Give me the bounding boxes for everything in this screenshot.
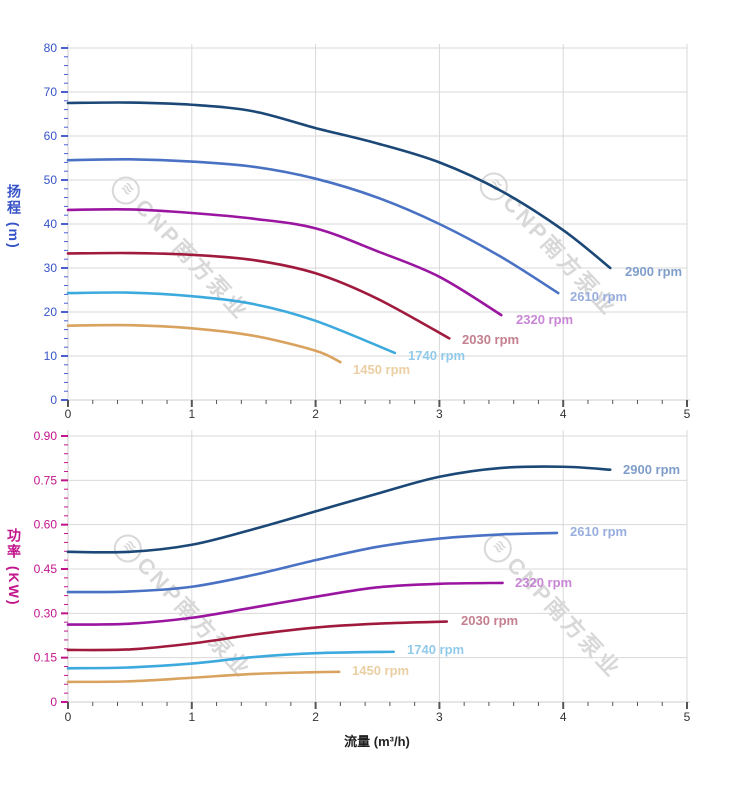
curve-label-2030-rpm: 2030 rpm (462, 332, 519, 347)
curve-label-2320-rpm: 2320 rpm (515, 575, 572, 590)
head-flow-chart: 0 10 20 30 40 50 60 70 80 0 1 2 3 4 5 2900 rpm 2610 rpm 2… (44, 41, 691, 421)
x-tick-label: 5 (684, 710, 691, 724)
curve-label-2610-rpm: 2610 rpm (570, 289, 627, 304)
curve-2320-rpm (66, 581, 504, 626)
y-tick-label: 80 (44, 41, 58, 55)
curve-1740-rpm (66, 291, 397, 355)
curve-label-2030-rpm: 2030 rpm (461, 613, 518, 628)
x-tick-label: 2 (312, 710, 319, 724)
x-tick-label: 2 (312, 407, 319, 421)
curve-2320-rpm (66, 208, 503, 317)
curve-label-2320-rpm: 2320 rpm (516, 312, 573, 327)
y-tick-label: 30 (44, 261, 58, 275)
curve-1740-rpm (66, 650, 395, 670)
y-tick-label: 50 (44, 173, 58, 187)
y-tick-label: 70 (44, 85, 58, 99)
x-tick-label: 0 (65, 407, 72, 421)
curve-label-2610-rpm: 2610 rpm (570, 524, 627, 539)
curve-2030-rpm (66, 620, 449, 652)
y-tick-label: 0 (50, 695, 57, 709)
y-tick-label: 0.15 (34, 651, 58, 665)
curve-2610-rpm (66, 157, 560, 295)
y-tick-label: 40 (44, 217, 58, 231)
y-tick-label: 0.60 (34, 518, 58, 532)
y-tick-label: 10 (44, 349, 58, 363)
head-y-axis-title: 扬程 (m) (6, 184, 22, 250)
y-tick-label: 20 (44, 305, 58, 319)
x-tick-label: 0 (65, 710, 72, 724)
curve-label-1450-rpm: 1450 rpm (352, 663, 409, 678)
y-tick-label: 0 (50, 393, 57, 407)
power-y-axis-title: 功率 (KW) (6, 528, 22, 607)
x-tick-label: 4 (560, 710, 567, 724)
curve-label-1740-rpm: 1740 rpm (408, 348, 465, 363)
x-tick-label: 1 (188, 710, 195, 724)
power-flow-chart: 0 0.15 0.30 0.45 0.60 0.75 0.90 0 1 2 3 4 5 2900 rpm 2… (34, 429, 691, 724)
x-tick-label: 3 (436, 407, 443, 421)
x-tick-label: 5 (684, 407, 691, 421)
x-tick-label: 4 (560, 407, 567, 421)
x-tick-label: 3 (436, 710, 443, 724)
curve-label-1740-rpm: 1740 rpm (407, 642, 464, 657)
y-tick-label: 0.90 (34, 429, 58, 443)
y-tick-label: 0.45 (34, 562, 58, 576)
curve-label-2900-rpm: 2900 rpm (625, 264, 682, 279)
y-tick-label: 0.30 (34, 606, 58, 620)
curve-2610-rpm (66, 531, 559, 594)
curve-1450-rpm (66, 323, 342, 364)
flow-x-axis-title: 流量 (m³/h) (344, 734, 410, 749)
curve-2030-rpm (66, 251, 451, 340)
x-tick-label: 1 (188, 407, 195, 421)
curve-2900-rpm (66, 465, 612, 554)
curve-2900-rpm (66, 101, 612, 270)
curve-label-1450-rpm: 1450 rpm (353, 362, 410, 377)
y-tick-label: 0.75 (34, 473, 58, 487)
y-tick-label: 60 (44, 129, 58, 143)
curve-label-2900-rpm: 2900 rpm (623, 462, 680, 477)
curve-1450-rpm (66, 670, 341, 684)
